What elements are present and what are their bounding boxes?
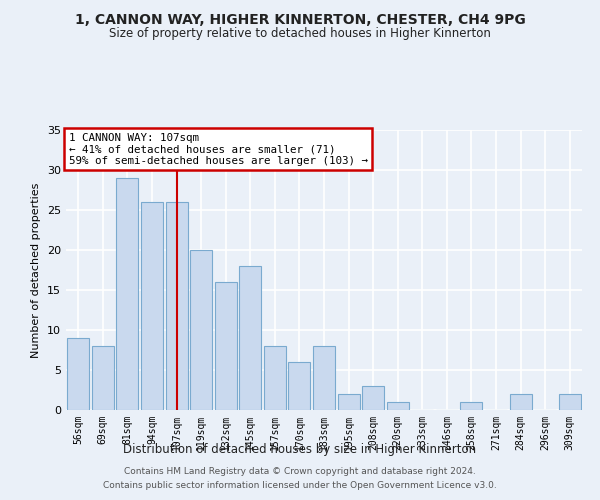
- Bar: [116, 178, 139, 410]
- Bar: [239, 266, 262, 410]
- Bar: [362, 386, 384, 410]
- Bar: [67, 338, 89, 410]
- Bar: [338, 394, 359, 410]
- Bar: [386, 402, 409, 410]
- Bar: [289, 362, 310, 410]
- Bar: [460, 402, 482, 410]
- Bar: [190, 250, 212, 410]
- Bar: [166, 202, 188, 410]
- Text: Distribution of detached houses by size in Higher Kinnerton: Distribution of detached houses by size …: [124, 442, 476, 456]
- Y-axis label: Number of detached properties: Number of detached properties: [31, 182, 41, 358]
- Text: 1 CANNON WAY: 107sqm
← 41% of detached houses are smaller (71)
59% of semi-detac: 1 CANNON WAY: 107sqm ← 41% of detached h…: [68, 133, 368, 166]
- Bar: [509, 394, 532, 410]
- Bar: [215, 282, 237, 410]
- Text: Size of property relative to detached houses in Higher Kinnerton: Size of property relative to detached ho…: [109, 28, 491, 40]
- Bar: [92, 346, 114, 410]
- Bar: [559, 394, 581, 410]
- Text: Contains HM Land Registry data © Crown copyright and database right 2024.: Contains HM Land Registry data © Crown c…: [124, 468, 476, 476]
- Bar: [141, 202, 163, 410]
- Text: 1, CANNON WAY, HIGHER KINNERTON, CHESTER, CH4 9PG: 1, CANNON WAY, HIGHER KINNERTON, CHESTER…: [74, 12, 526, 26]
- Text: Contains public sector information licensed under the Open Government Licence v3: Contains public sector information licen…: [103, 481, 497, 490]
- Bar: [313, 346, 335, 410]
- Bar: [264, 346, 286, 410]
